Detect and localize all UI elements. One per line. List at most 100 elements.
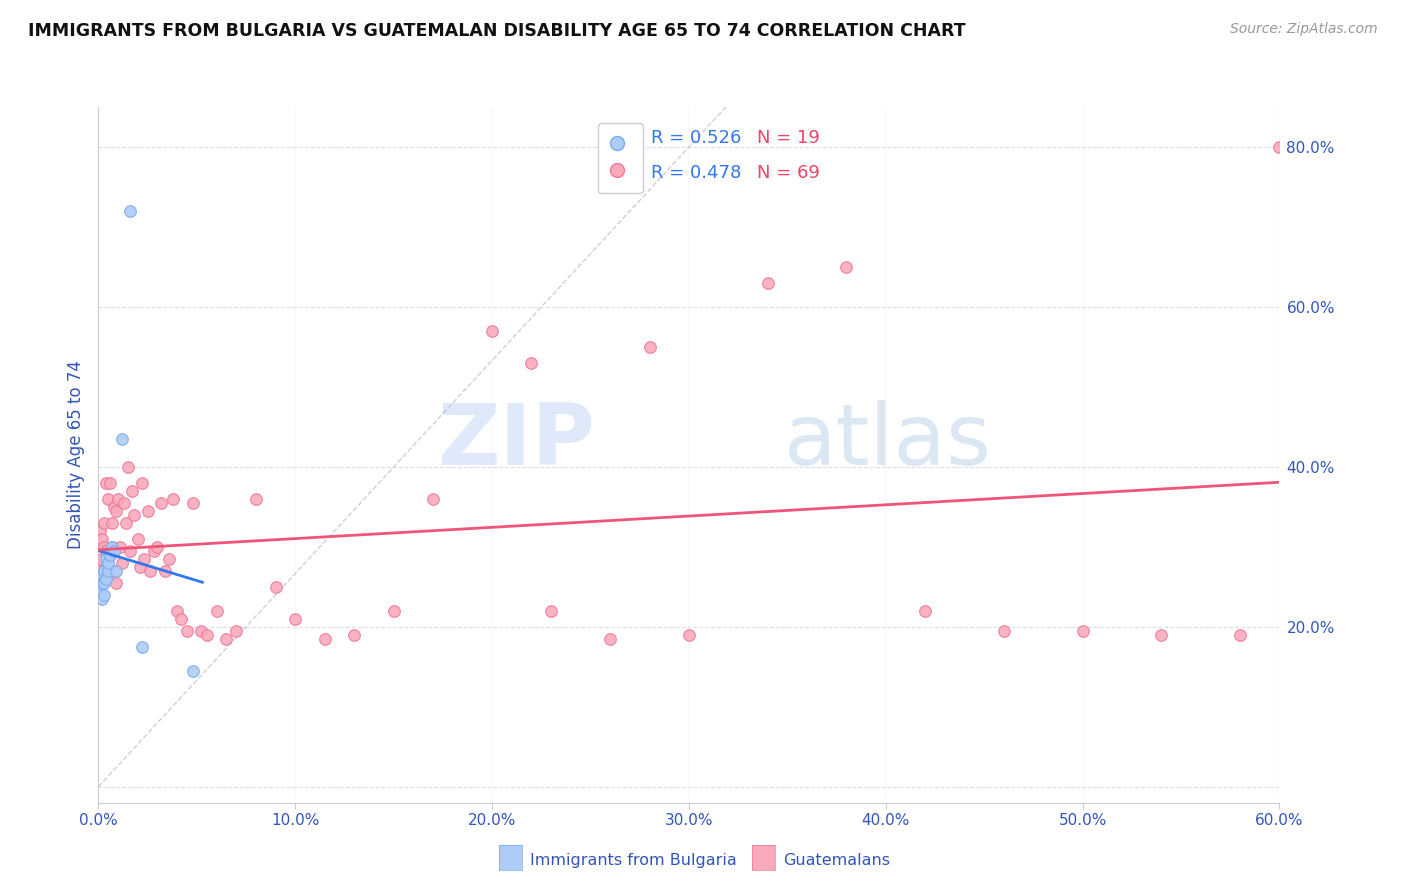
Point (131, 640, 153, 654)
Point (162, 491, 184, 506)
Point (128, 560, 150, 574)
Point (176, 624, 198, 638)
Point (1150, 628, 1173, 642)
Point (195, 628, 218, 642)
Point (284, 612, 307, 626)
Point (136, 504, 159, 518)
Point (314, 632, 336, 646)
Text: R = 0.478: R = 0.478 (651, 164, 741, 182)
Point (89, 583, 111, 598)
Point (170, 612, 193, 626)
Point (103, 500, 125, 514)
Point (382, 604, 405, 618)
Point (132, 552, 155, 566)
Point (225, 624, 247, 638)
Y-axis label: Disability Age 65 to 74: Disability Age 65 to 74 (66, 360, 84, 549)
Point (103, 564, 125, 578)
Point (93, 588, 115, 602)
Point (678, 628, 700, 642)
Point (97, 556, 120, 570)
Point (93, 575, 115, 590)
Point (96, 544, 118, 558)
Point (97, 491, 120, 506)
Point (599, 632, 621, 646)
Point (150, 496, 173, 510)
Point (118, 544, 141, 558)
Point (157, 552, 180, 566)
Point (117, 459, 139, 474)
Point (91, 591, 114, 606)
Point (96, 572, 118, 586)
Point (122, 508, 145, 522)
Point (155, 564, 177, 578)
Point (835, 260, 858, 274)
Point (111, 432, 134, 446)
Point (264, 580, 287, 594)
Text: Guatemalans: Guatemalans (783, 854, 890, 868)
Point (93, 540, 115, 554)
Point (105, 575, 128, 590)
Point (166, 604, 188, 618)
Point (89, 567, 111, 582)
Point (520, 356, 543, 370)
Point (101, 516, 124, 530)
Point (105, 564, 128, 578)
Point (245, 491, 267, 506)
Point (91, 532, 114, 546)
Point (96, 475, 118, 490)
Point (638, 340, 661, 354)
Point (101, 540, 124, 554)
Point (146, 540, 169, 554)
Point (481, 324, 503, 338)
Point (914, 604, 936, 618)
Point (142, 544, 165, 558)
Point (121, 483, 143, 498)
Point (115, 516, 138, 530)
Point (422, 491, 444, 506)
Point (101, 540, 124, 554)
Point (215, 632, 238, 646)
Point (98, 548, 121, 562)
Point (108, 540, 131, 554)
Point (540, 604, 562, 618)
Point (343, 628, 366, 642)
Point (1229, 628, 1251, 642)
Point (97, 564, 120, 578)
Point (1071, 624, 1094, 638)
Point (205, 604, 228, 618)
Point (96, 552, 118, 566)
Point (111, 556, 134, 570)
Text: N = 19: N = 19 (758, 129, 820, 147)
Point (118, 204, 141, 219)
Text: ZIP: ZIP (437, 400, 595, 483)
Point (91, 552, 114, 566)
Point (89, 524, 111, 538)
Point (138, 564, 160, 578)
Point (993, 624, 1015, 638)
Text: Immigrants from Bulgaria: Immigrants from Bulgaria (530, 854, 737, 868)
Point (107, 491, 129, 506)
Point (97, 564, 120, 578)
Text: R = 0.526: R = 0.526 (651, 129, 741, 147)
Text: N = 69: N = 69 (758, 164, 820, 182)
Point (93, 564, 115, 578)
Point (756, 276, 779, 290)
Point (131, 475, 153, 490)
Point (89, 564, 111, 578)
Text: atlas: atlas (783, 400, 991, 483)
Point (98, 475, 121, 490)
Point (91, 575, 114, 590)
Point (93, 516, 115, 530)
Point (98, 548, 121, 562)
Point (127, 532, 149, 546)
Point (105, 504, 128, 518)
Text: IMMIGRANTS FROM BULGARIA VS GUATEMALAN DISABILITY AGE 65 TO 74 CORRELATION CHART: IMMIGRANTS FROM BULGARIA VS GUATEMALAN D… (28, 22, 966, 40)
Legend: , : , (598, 123, 643, 194)
Point (103, 544, 125, 558)
Point (112, 496, 135, 510)
Point (181, 496, 204, 510)
Point (190, 624, 212, 638)
Point (181, 664, 204, 678)
Text: Source: ZipAtlas.com: Source: ZipAtlas.com (1230, 22, 1378, 37)
Point (1268, 140, 1291, 154)
